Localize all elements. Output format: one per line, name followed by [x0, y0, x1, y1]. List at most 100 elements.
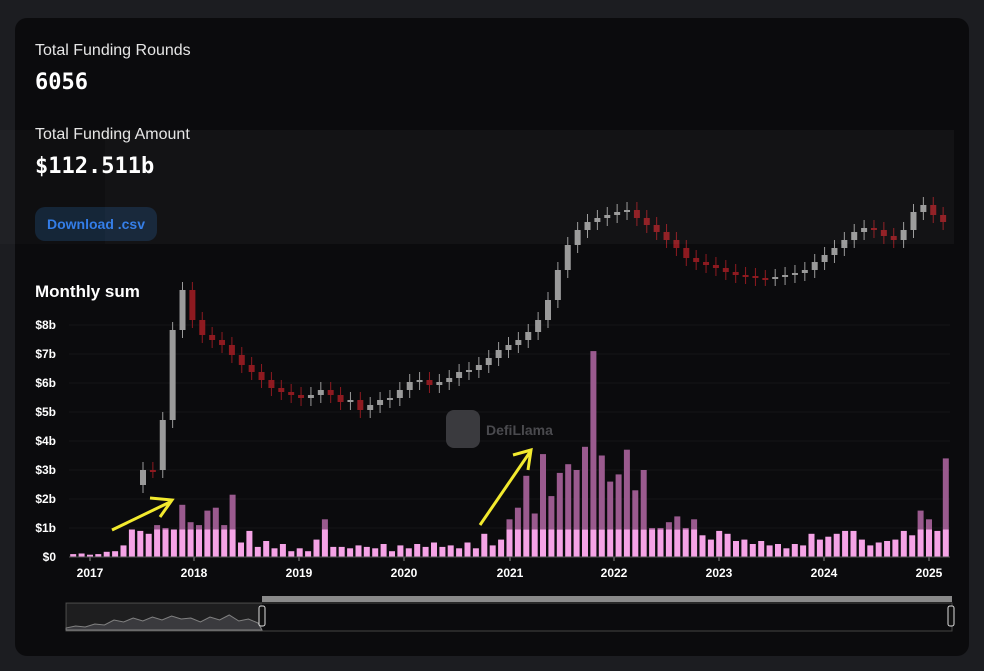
candle-body — [703, 262, 710, 265]
bar — [758, 541, 765, 557]
candle-body — [446, 378, 453, 382]
slider-handle-right[interactable] — [947, 605, 955, 627]
bar — [858, 539, 865, 557]
bar — [179, 529, 186, 557]
candle-body — [140, 470, 146, 485]
y-tick-label: $4b — [35, 434, 56, 448]
bar — [271, 548, 278, 557]
bar — [850, 530, 857, 557]
bar-upper — [187, 522, 194, 530]
bar-upper — [565, 464, 572, 530]
candle-body — [179, 290, 186, 330]
candle-body — [278, 388, 285, 392]
bar — [196, 529, 202, 557]
candle-body — [841, 240, 848, 248]
bar — [590, 529, 597, 557]
bar — [187, 529, 194, 557]
bar-upper — [162, 528, 169, 530]
candle-body — [347, 400, 354, 402]
bar — [145, 533, 152, 557]
bar — [154, 529, 161, 557]
slider-handle-left[interactable] — [258, 605, 266, 627]
bar — [305, 551, 312, 557]
y-tick-label: $6b — [35, 376, 56, 390]
bar — [867, 545, 874, 557]
x-axis: 2017 2018 2019 2020 2021 2022 2023 2024 2025 — [69, 556, 950, 580]
candle-body — [228, 345, 235, 355]
candle-body — [821, 255, 828, 262]
bar — [665, 529, 672, 557]
bar — [909, 535, 916, 558]
bar-upper — [665, 522, 672, 530]
bar — [942, 529, 949, 557]
candle-body — [940, 215, 947, 222]
x-tick-label: 2018 — [181, 566, 208, 580]
bar — [313, 539, 320, 557]
bar — [397, 545, 404, 557]
bar — [87, 554, 93, 557]
candle-body — [406, 382, 413, 390]
candle-body — [219, 340, 226, 345]
candle-body — [594, 218, 601, 222]
bar — [204, 529, 211, 557]
slider-top-bar[interactable] — [262, 596, 952, 602]
bar — [229, 529, 236, 557]
candle-body — [377, 400, 384, 405]
candle-body — [357, 400, 364, 410]
arrow-right-icon — [478, 451, 532, 526]
bar — [170, 529, 177, 557]
y-tick-label: $7b — [35, 347, 56, 361]
candle-body — [732, 272, 739, 275]
bar — [162, 529, 169, 557]
bar — [749, 544, 756, 558]
bar — [456, 548, 463, 557]
bar — [447, 545, 454, 557]
candle-body — [673, 240, 680, 248]
bar — [380, 544, 387, 558]
bar — [875, 542, 882, 557]
candle-body — [505, 345, 512, 350]
candle-body — [861, 228, 868, 232]
candle-body — [683, 248, 690, 258]
candle-body — [495, 350, 502, 358]
candle-body — [367, 405, 374, 410]
candle-body — [831, 248, 838, 255]
candle-body — [426, 380, 433, 385]
bar — [556, 529, 563, 557]
candle-body — [258, 372, 265, 380]
bar — [95, 554, 102, 557]
bar — [900, 530, 907, 557]
candle-body — [762, 278, 769, 280]
bar — [691, 529, 698, 557]
bar — [523, 529, 530, 557]
candle-body — [722, 268, 729, 272]
download-csv-button[interactable]: Download .csv — [35, 207, 157, 241]
bar — [506, 529, 513, 557]
bar — [70, 554, 77, 557]
bar — [363, 546, 370, 557]
candle-body — [791, 273, 798, 275]
candle-body — [811, 262, 818, 270]
bar-upper — [615, 474, 622, 530]
bar — [741, 539, 748, 557]
bar — [582, 529, 588, 557]
watermark: DefiLlama — [446, 410, 553, 448]
annotation-arrows — [111, 447, 533, 532]
bar — [514, 529, 521, 557]
watermark-text: DefiLlama — [486, 422, 553, 438]
candlestick-overlay — [140, 197, 947, 493]
candle-body — [475, 365, 482, 370]
x-tick-label: 2022 — [601, 566, 628, 580]
candle-body — [584, 222, 591, 230]
bar — [615, 529, 622, 557]
chart-grid — [69, 324, 950, 529]
range-slider[interactable] — [65, 596, 955, 632]
candle-body — [663, 232, 670, 240]
candle-body — [189, 290, 196, 320]
x-tick-label: 2021 — [497, 566, 524, 580]
candle-body — [564, 245, 571, 270]
total-amount-label: Total Funding Amount — [35, 126, 190, 143]
bar — [926, 529, 932, 557]
slider-shaded-left — [66, 603, 262, 631]
bar-upper — [590, 351, 597, 530]
